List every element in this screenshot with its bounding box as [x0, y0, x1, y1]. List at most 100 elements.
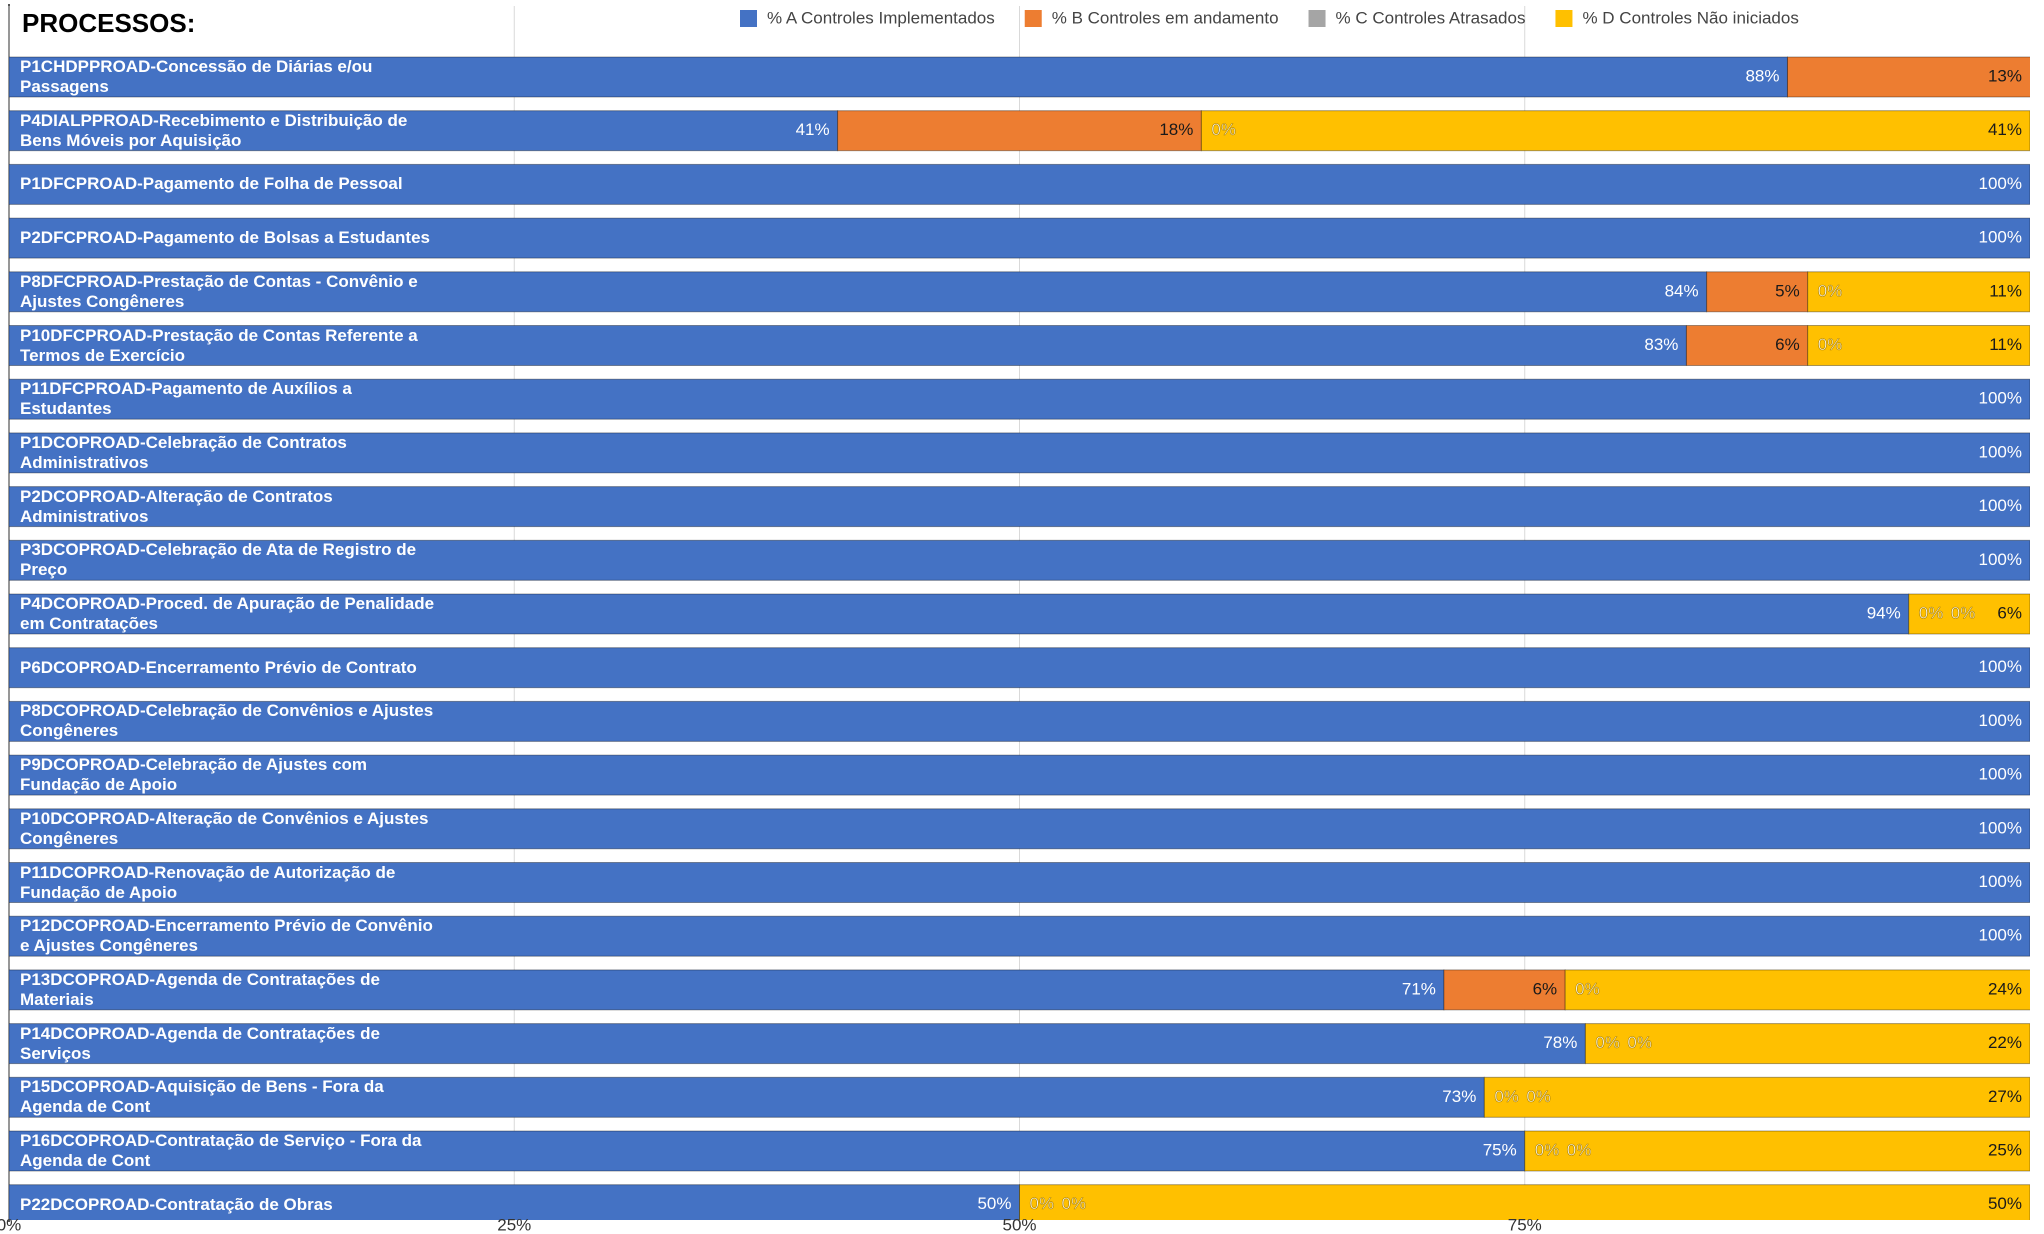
- bar-segment: [1200, 110, 2030, 152]
- data-label: 6%: [1775, 335, 1800, 354]
- bar-segment: [1524, 1130, 2030, 1172]
- bar-segment: [9, 1076, 1485, 1118]
- data-label: 41%: [1988, 120, 2022, 139]
- data-label: 100%: [1979, 496, 2022, 515]
- data-label: 13%: [1988, 66, 2022, 85]
- data-label: 0%: [1919, 603, 1944, 622]
- data-label: 100%: [1979, 550, 2022, 569]
- data-label: 25%: [1988, 1140, 2022, 1159]
- category-label: P11DCOPROAD-Renovação de Autorização de …: [20, 862, 396, 902]
- category-label: P15DCOPROAD-Aquisição de Bens - Fora da …: [20, 1077, 384, 1117]
- bar-segment: [9, 915, 2030, 957]
- data-label: 0%: [1627, 1033, 1652, 1052]
- data-label: 75%: [1483, 1140, 1517, 1159]
- category-label: P8DCOPROAD-Celebração de Convênios e Aju…: [20, 701, 434, 741]
- data-label: 50%: [977, 1194, 1011, 1213]
- data-label: 0%: [1062, 1194, 1087, 1213]
- bar-segment: [1706, 271, 1809, 313]
- legend-swatch: [1555, 10, 1573, 27]
- data-label: 41%: [796, 120, 830, 139]
- data-label: 78%: [1543, 1033, 1577, 1052]
- bar-segment: [9, 1130, 1526, 1172]
- data-label: 11%: [1989, 281, 2022, 300]
- data-label: 73%: [1442, 1087, 1476, 1106]
- bar-segment: [9, 432, 2030, 474]
- category-label: P1DCOPROAD-Celebração de Contratos Admin…: [20, 432, 347, 472]
- data-label: 100%: [1979, 872, 2022, 891]
- bar-segment: [9, 56, 1788, 98]
- bar-segment: [1584, 1023, 2030, 1065]
- data-label: 18%: [1159, 120, 1193, 139]
- bar-segment: [1443, 969, 1566, 1011]
- legend-label: % B Controles em andamento: [1052, 8, 1279, 27]
- bar-segment: [9, 969, 1445, 1011]
- data-label: 100%: [1979, 711, 2022, 730]
- data-label: 0%: [1951, 603, 1976, 622]
- bar-segment: [1908, 593, 2030, 635]
- bar-segment: [9, 700, 2030, 742]
- legend-swatch: [740, 10, 757, 27]
- data-label: 5%: [1775, 281, 1800, 300]
- data-label: 94%: [1867, 603, 1901, 622]
- data-label: 88%: [1745, 66, 1779, 85]
- bar-segment: [9, 593, 1910, 635]
- category-label: P9DCOPROAD-Celebração de Ajustes com Fun…: [20, 755, 368, 795]
- bar-segment: [9, 647, 2030, 689]
- category-label: P1DFCPROAD-Pagamento de Folha de Pessoal: [20, 174, 403, 194]
- data-label: 0%: [1211, 120, 1236, 139]
- bar-segment: [9, 217, 2030, 259]
- data-label: 100%: [1979, 818, 2022, 837]
- data-label: 0%: [1567, 1140, 1592, 1159]
- data-label: 24%: [1988, 979, 2022, 998]
- category-label: P22DCOPROAD-Contratação de Obras: [20, 1194, 333, 1214]
- data-label: 6%: [1533, 979, 1558, 998]
- category-label: P2DFCPROAD-Pagamento de Bolsas a Estudan…: [20, 228, 430, 248]
- bar-segment: [9, 378, 2030, 420]
- x-tick-label: 50%: [1002, 1215, 1036, 1234]
- legend-label: % C Controles Atrasados: [1336, 8, 1526, 27]
- bar-segment: [1019, 1184, 2030, 1220]
- x-tick-label: 25%: [497, 1215, 531, 1234]
- chart-title: PROCESSOS:: [22, 8, 196, 38]
- x-tick-label: 75%: [1508, 1215, 1542, 1234]
- bar-segment: [1807, 325, 2030, 366]
- data-label: 0%: [1535, 1140, 1560, 1159]
- legend-label: % A Controles Implementados: [767, 8, 995, 27]
- bar-segment: [9, 862, 2030, 903]
- category-label: P16DCOPROAD-Contratação de Serviço - For…: [20, 1131, 422, 1170]
- bar-segment: [1807, 271, 2030, 313]
- data-label: 100%: [1979, 926, 2022, 945]
- category-label: P2DCOPROAD-Alteração de Contratos Admini…: [20, 486, 333, 526]
- category-label: P10DFCPROAD-Prestação de Contas Referent…: [20, 325, 418, 365]
- bar-segment: [1564, 969, 2030, 1011]
- category-label: P11DFCPROAD-Pagamento de Auxílios a Estu…: [20, 379, 352, 419]
- data-label: 0%: [1030, 1194, 1055, 1213]
- data-label: 0%: [1575, 979, 1600, 998]
- bar-segment: [9, 163, 2030, 205]
- category-label: P1CHDPPROAD-Concessão de Diárias e/ou Pa…: [20, 57, 373, 96]
- data-label: 100%: [1979, 765, 2022, 784]
- data-label: 71%: [1402, 979, 1436, 998]
- bar-segment: [9, 539, 2030, 581]
- x-tick-label: 0%: [0, 1215, 21, 1234]
- bar-segment: [9, 1023, 1586, 1065]
- bar-segment: [1786, 56, 2030, 98]
- bar-segment: [1483, 1076, 2030, 1118]
- category-label: P4DIALPPROAD-Recebimento e Distribuição …: [20, 110, 408, 150]
- data-label: 50%: [1988, 1194, 2022, 1213]
- data-label: 100%: [1979, 228, 2022, 247]
- bar-segment: [9, 271, 1708, 313]
- data-label: 27%: [1988, 1087, 2022, 1106]
- data-label: 84%: [1665, 281, 1699, 300]
- bar-segment: [9, 110, 839, 152]
- data-label: 0%: [1595, 1033, 1620, 1052]
- data-label: 11%: [1989, 335, 2022, 354]
- data-label: 83%: [1644, 335, 1678, 354]
- category-label: P8DFCPROAD-Prestação de Contas - Convêni…: [20, 271, 418, 311]
- category-label: P14DCOPROAD-Agenda de Contratações de Se…: [20, 1023, 380, 1063]
- category-label: P4DCOPROAD-Proced. de Apuração de Penali…: [20, 594, 435, 633]
- bar-segment: [9, 486, 2030, 528]
- data-label: 0%: [1494, 1087, 1519, 1106]
